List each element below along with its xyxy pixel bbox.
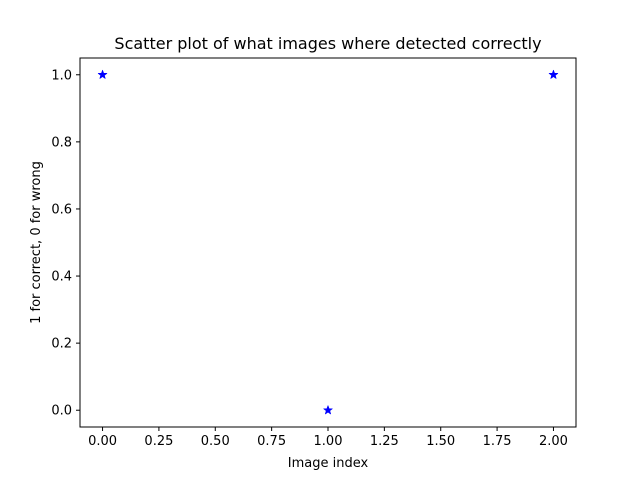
y-axis-ticks: 0.0 0.2 0.4 0.6 0.8 1.0 bbox=[51, 68, 80, 419]
x-tick-label: 0.00 bbox=[88, 434, 117, 449]
x-tick-label: 1.00 bbox=[314, 434, 343, 449]
y-tick-label: 0.6 bbox=[51, 202, 72, 217]
x-tick-label: 1.75 bbox=[483, 434, 512, 449]
plot-area bbox=[80, 58, 576, 427]
data-point-star bbox=[323, 405, 333, 415]
x-tick-label: 1.50 bbox=[426, 434, 455, 449]
x-tick-label: 0.75 bbox=[257, 434, 286, 449]
x-tick-label: 0.25 bbox=[144, 434, 173, 449]
y-tick-label: 0.8 bbox=[51, 135, 72, 150]
chart-title: Scatter plot of what images where detect… bbox=[114, 34, 541, 53]
y-tick-label: 0.2 bbox=[51, 337, 72, 352]
data-points bbox=[97, 69, 559, 415]
x-tick-label: 2.00 bbox=[539, 434, 568, 449]
plot-frame bbox=[79, 57, 577, 428]
y-axis-label: 1 for correct, 0 for wrong bbox=[29, 161, 44, 324]
x-axis-label: Image index bbox=[288, 456, 369, 471]
x-tick-label: 1.25 bbox=[370, 434, 399, 449]
data-point-star bbox=[97, 69, 108, 79]
x-axis-ticks: 0.00 0.25 0.50 0.75 1.00 1.25 1.50 1.75 2.00 bbox=[88, 427, 568, 449]
y-tick-label: 0.0 bbox=[51, 404, 72, 419]
y-tick-label: 1.0 bbox=[51, 68, 72, 83]
x-tick-label: 0.50 bbox=[201, 434, 230, 449]
y-tick-label: 0.4 bbox=[51, 270, 72, 285]
data-point-star bbox=[548, 69, 559, 79]
